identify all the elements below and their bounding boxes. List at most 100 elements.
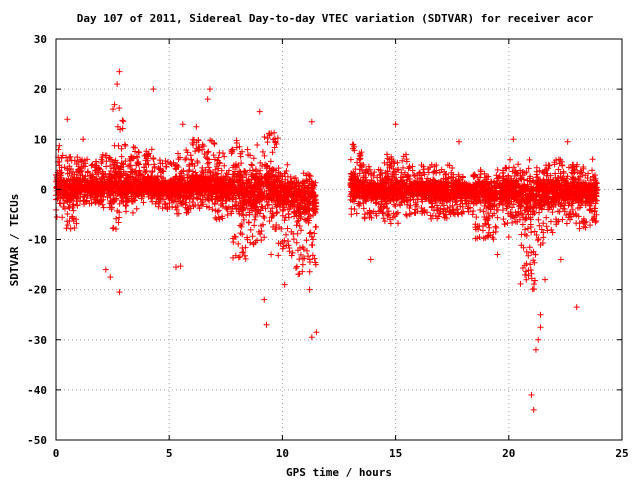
data-point [395,220,402,227]
data-point [258,228,265,235]
data-point [143,168,150,175]
data-point [251,222,258,229]
data-point [56,189,63,196]
data-point [121,141,128,148]
data-point [56,142,63,149]
data-point [131,169,138,176]
data-point [261,134,268,141]
data-point [86,183,93,190]
data-point [162,200,169,207]
data-point [67,196,74,203]
data-point [53,214,60,220]
data-point [124,163,131,170]
data-point [130,154,137,161]
data-point [159,168,166,175]
data-point [122,158,129,165]
data-point [91,162,98,169]
data-point [101,174,108,181]
data-point [114,159,121,166]
data-point [287,174,294,181]
data-point [394,209,401,216]
data-point [93,158,100,165]
data-point [250,155,257,162]
data-point [510,164,517,171]
data-point [69,213,76,220]
data-point [221,153,228,160]
data-point [64,210,71,217]
data-point [161,196,168,203]
data-point [212,214,219,221]
data-point [136,167,143,174]
data-point [129,155,136,162]
data-point [284,225,291,232]
data-point [75,167,82,174]
data-point [183,181,190,188]
data-point [116,105,123,112]
data-point [183,147,190,154]
data-point [120,118,127,125]
data-point [210,152,217,159]
data-point [135,148,142,155]
data-point [477,207,484,214]
data-point [156,181,163,188]
data-point [411,209,418,216]
data-point [110,199,117,206]
data-point [105,155,112,162]
data-point [165,182,172,189]
data-point [142,157,149,164]
data-point [119,117,126,124]
data-point [258,237,265,244]
data-point [143,178,150,185]
data-point [78,184,85,191]
data-point [169,203,176,210]
data-point [188,156,195,163]
data-point [148,146,155,153]
data-point [155,177,162,184]
data-point [135,149,142,156]
data-point [348,205,355,212]
data-point [175,164,182,171]
data-point [184,171,191,178]
data-point [493,224,500,231]
data-point [129,174,136,181]
data-point [174,203,181,210]
data-point [166,182,173,189]
data-point [64,165,71,172]
data-point [164,159,171,166]
data-point [174,186,181,193]
data-point [61,183,68,190]
data-point [157,160,164,167]
data-point [254,142,261,149]
data-point [186,167,193,174]
data-point [74,154,81,161]
data-point [83,197,90,204]
data-point [290,236,297,243]
data-point [135,190,142,197]
data-point [59,195,66,202]
data-point [223,204,230,211]
data-point [118,153,125,160]
data-point [142,179,149,186]
data-point [104,184,111,191]
data-point [100,193,107,200]
data-point [114,188,121,195]
data-point [397,202,404,209]
data-point [91,184,98,191]
data-point [275,252,282,259]
data-point [307,229,314,236]
data-point [64,221,71,228]
data-point [121,182,128,189]
data-point [500,216,507,223]
data-point [289,249,296,256]
data-point [176,173,183,180]
data-point [117,191,124,198]
data-point [264,139,271,146]
data-point [93,175,100,182]
data-point [473,214,480,221]
data-point [145,152,152,159]
data-points [53,68,601,413]
data-point [144,189,151,196]
data-point [348,211,355,218]
data-point [119,125,126,132]
